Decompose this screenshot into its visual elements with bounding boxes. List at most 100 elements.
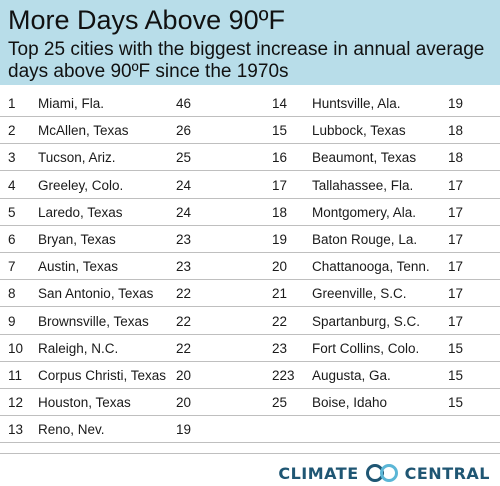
days-above-90-value: 18 xyxy=(448,123,464,138)
city-name: Houston, Texas xyxy=(38,395,131,410)
city-name: Miami, Fla. xyxy=(38,96,105,111)
city-rank: 3 xyxy=(8,150,16,165)
header-banner: More Days Above 90ºF Top 25 cities with … xyxy=(0,0,500,85)
city-name: Beaumont, Texas xyxy=(312,150,417,165)
days-above-90-value: 15 xyxy=(448,395,464,410)
city-rank: 9 xyxy=(8,314,16,329)
city-rank: 10 xyxy=(8,341,24,356)
row-divider xyxy=(0,116,500,117)
days-above-90-value: 22 xyxy=(176,286,192,301)
city-name: Brownsville, Texas xyxy=(38,314,149,329)
row-divider xyxy=(0,143,500,144)
days-above-90-value: 23 xyxy=(176,232,192,247)
days-above-90-value: 17 xyxy=(448,232,464,247)
days-above-90-value: 19 xyxy=(176,422,192,437)
days-above-90-value: 25 xyxy=(176,150,192,165)
city-rank: 2 xyxy=(8,123,16,138)
days-above-90-value: 23 xyxy=(176,259,192,274)
city-row: 22 Spartanburg, S.C. 17 xyxy=(0,312,500,332)
city-rank: 25 xyxy=(272,395,288,410)
days-above-90-value: 18 xyxy=(448,150,464,165)
row-divider xyxy=(0,334,500,335)
city-row: 13 Reno, Nev. 19 xyxy=(0,420,500,440)
city-rank: 8 xyxy=(8,286,16,301)
city-rank: 223 xyxy=(272,368,295,383)
city-name: Spartanburg, S.C. xyxy=(312,314,421,329)
city-row: 12 Houston, Texas 20 xyxy=(0,393,500,413)
days-above-90-value: 17 xyxy=(448,259,464,274)
city-name: Montgomery, Ala. xyxy=(312,205,417,220)
city-rank: 7 xyxy=(8,259,16,274)
city-name: Boise, Idaho xyxy=(312,395,388,410)
city-rank: 21 xyxy=(272,286,288,301)
city-name: Bryan, Texas xyxy=(38,232,116,247)
city-row: 16 Beaumont, Texas 18 xyxy=(0,148,500,168)
climate-central-logo: CLIMATE CENTRAL xyxy=(278,460,490,486)
city-row: 5 Laredo, Texas 24 xyxy=(0,203,500,223)
days-above-90-value: 20 xyxy=(176,368,192,383)
row-divider xyxy=(0,442,500,443)
city-rank: 14 xyxy=(272,96,288,111)
row-divider xyxy=(0,388,500,389)
city-name: Greeley, Colo. xyxy=(38,178,124,193)
logo-mark-icon xyxy=(365,464,398,482)
city-name: Greenville, S.C. xyxy=(312,286,407,301)
city-row: 8 San Antonio, Texas 22 xyxy=(0,284,500,304)
row-divider xyxy=(0,361,500,362)
city-name: Tucson, Ariz. xyxy=(38,150,116,165)
city-row: 10 Raleigh, N.C. 22 xyxy=(0,339,500,359)
city-row: 17 Tallahassee, Fla. 17 xyxy=(0,176,500,196)
row-divider xyxy=(0,198,500,199)
city-rank: 18 xyxy=(272,205,288,220)
city-rank: 20 xyxy=(272,259,288,274)
city-row: 18 Montgomery, Ala. 17 xyxy=(0,203,500,223)
page-subtitle: Top 25 cities with the biggest increase … xyxy=(8,39,485,82)
days-above-90-value: 20 xyxy=(176,395,192,410)
city-rank: 23 xyxy=(272,341,288,356)
days-above-90-value: 17 xyxy=(448,178,464,193)
city-row: 14 Huntsville, Ala. 19 xyxy=(0,94,500,114)
city-name: Raleigh, N.C. xyxy=(38,341,119,356)
city-row: 3 Tucson, Ariz. 25 xyxy=(0,148,500,168)
city-rank: 22 xyxy=(272,314,288,329)
city-row: 223 Augusta, Ga. 15 xyxy=(0,366,500,386)
logo-word-climate: CLIMATE xyxy=(278,463,359,483)
city-row: 23 Fort Collins, Colo. 15 xyxy=(0,339,500,359)
logo-word-central: CENTRAL xyxy=(404,463,490,483)
city-name: Fort Collins, Colo. xyxy=(312,341,420,356)
city-rank: 12 xyxy=(8,395,24,410)
city-name: San Antonio, Texas xyxy=(38,286,154,301)
city-rank: 5 xyxy=(8,205,16,220)
city-row: 2 McAllen, Texas 26 xyxy=(0,121,500,141)
page-title: More Days Above 90ºF xyxy=(8,5,285,35)
row-divider xyxy=(0,279,500,280)
days-above-90-value: 46 xyxy=(176,96,192,111)
city-name: Chattanooga, Tenn. xyxy=(312,259,430,274)
days-above-90-value: 17 xyxy=(448,286,464,301)
row-divider xyxy=(0,252,500,253)
city-rank: 4 xyxy=(8,178,16,193)
days-above-90-value: 17 xyxy=(448,205,464,220)
days-above-90-value: 15 xyxy=(448,341,464,356)
city-rank: 6 xyxy=(8,232,16,247)
city-name: Augusta, Ga. xyxy=(312,368,391,383)
days-above-90-value: 24 xyxy=(176,178,192,193)
row-divider xyxy=(0,415,500,416)
city-rank: 1 xyxy=(8,96,16,111)
city-rank: 11 xyxy=(8,368,23,383)
days-above-90-value: 15 xyxy=(448,368,464,383)
days-above-90-value: 22 xyxy=(176,341,192,356)
city-name: Corpus Christi, Texas xyxy=(38,368,167,383)
city-name: Lubbock, Texas xyxy=(312,123,406,138)
city-name: Reno, Nev. xyxy=(38,422,105,437)
city-rank: 19 xyxy=(272,232,288,247)
city-rank: 15 xyxy=(272,123,288,138)
city-rank: 13 xyxy=(8,422,24,437)
city-row: 4 Greeley, Colo. 24 xyxy=(0,176,500,196)
city-row: 19 Baton Rouge, La. 17 xyxy=(0,230,500,250)
row-divider xyxy=(0,170,500,171)
city-name: Baton Rouge, La. xyxy=(312,232,418,247)
city-row: 6 Bryan, Texas 23 xyxy=(0,230,500,250)
footer-divider xyxy=(0,453,500,454)
days-above-90-value: 22 xyxy=(176,314,192,329)
